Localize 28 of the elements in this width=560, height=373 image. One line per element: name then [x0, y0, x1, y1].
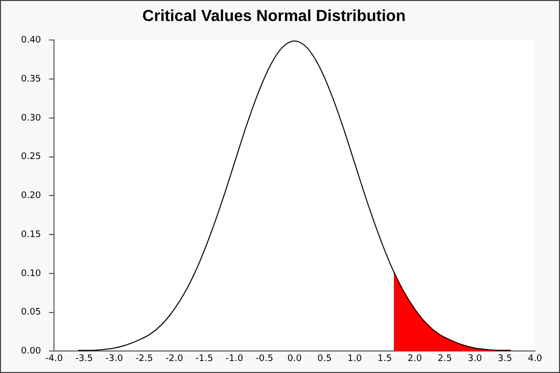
- line-series: [78, 40, 512, 351]
- x-tick-label: -2.5: [135, 354, 153, 364]
- x-tick-label: -1.5: [196, 354, 214, 364]
- x-tick-label: 1.0: [347, 354, 362, 364]
- x-tick-label: -1.0: [226, 354, 244, 364]
- x-tick-label: -0.5: [256, 354, 274, 364]
- x-tick-label: 3.0: [468, 354, 482, 364]
- x-tick-label: 2.5: [438, 354, 452, 364]
- y-tick-label: 0.35: [20, 74, 42, 84]
- x-tick-label: 3.5: [498, 354, 512, 364]
- chart-title: Critical Values Normal Distribution: [142, 8, 406, 26]
- y-tick-label: 0.10: [20, 268, 42, 279]
- y-tick-label: 0.05: [20, 308, 42, 318]
- x-tick-label: 2.0: [408, 354, 422, 364]
- x-tick-label: -4.0: [45, 354, 64, 364]
- x-tick-label: 0.5: [317, 354, 332, 364]
- y-tick-label: 0.25: [20, 152, 42, 162]
- y-tick-label: 0.40: [20, 36, 42, 46]
- x-tick-label: 4.0: [528, 354, 542, 364]
- y-tick-label: 0.00: [20, 346, 42, 357]
- x-tick-label: 1.5: [378, 354, 392, 364]
- y-tick-label: 0.15: [20, 230, 42, 240]
- x-tick-label: -3.0: [105, 354, 124, 364]
- x-tick-label: -2.0: [166, 354, 184, 364]
- x-tick-label: 0.0: [287, 354, 302, 364]
- y-tick-label: 0.20: [20, 191, 42, 202]
- y-tick-label: 0.30: [20, 113, 42, 124]
- x-tick-label: -3.5: [75, 354, 93, 364]
